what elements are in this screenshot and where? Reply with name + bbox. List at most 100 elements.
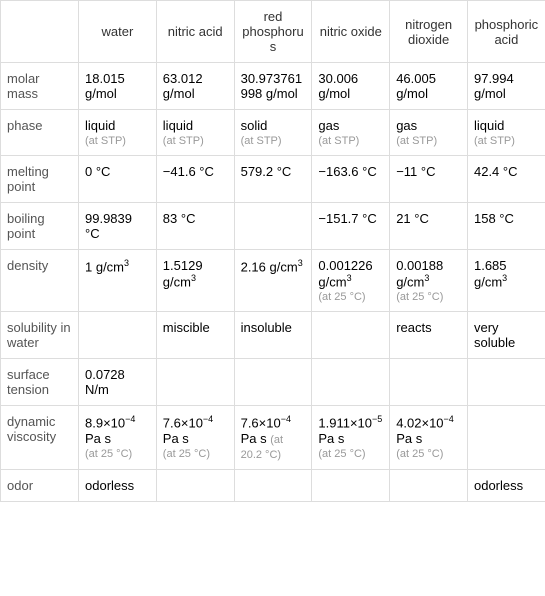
table-row: boiling point 99.9839 °C 83 °C −151.7 °C… (1, 203, 545, 250)
cell-sub: (at 25 °C) (85, 448, 150, 460)
cell (79, 312, 157, 359)
cell-sub: (at STP) (163, 135, 228, 147)
cell-suffix: Pa s (163, 431, 189, 446)
cell: −41.6 °C (156, 156, 234, 203)
properties-table: water nitric acid red phosphorus nitric … (0, 0, 545, 502)
cell-exp: −5 (372, 414, 382, 424)
header-col: red phosphorus (234, 1, 312, 63)
cell-prefix: 4.02×10 (396, 416, 443, 431)
cell: 30.006 g/mol (312, 63, 390, 110)
row-label: surface tension (1, 359, 79, 406)
row-label: phase (1, 110, 79, 156)
cell-prefix: 8.9×10 (85, 416, 125, 431)
cell: −151.7 °C (312, 203, 390, 250)
cell-exp: −4 (203, 414, 213, 424)
row-label: density (1, 250, 79, 312)
cell: gas(at STP) (390, 110, 468, 156)
row-label: molar mass (1, 63, 79, 110)
cell (467, 359, 545, 406)
cell-value: solid (241, 118, 268, 133)
cell (156, 359, 234, 406)
cell-sup: 3 (347, 273, 352, 283)
table-row: odor odorless odorless (1, 469, 545, 501)
cell-prefix: 1.911×10 (318, 416, 372, 431)
header-col: nitric acid (156, 1, 234, 63)
cell-sub: (at 25 °C) (396, 448, 461, 460)
cell (390, 469, 468, 501)
cell: 63.012 g/mol (156, 63, 234, 110)
cell-sup: 3 (124, 258, 129, 268)
cell: 8.9×10−4 Pa s(at 25 °C) (79, 406, 157, 469)
cell (234, 469, 312, 501)
header-row: water nitric acid red phosphorus nitric … (1, 1, 545, 63)
cell: 0.0728 N/m (79, 359, 157, 406)
cell-value: 2.16 g/cm (241, 259, 298, 274)
table-row: phase liquid (at STP) liquid (at STP) soli… (1, 110, 545, 156)
cell-suffix: Pa s (318, 431, 344, 446)
cell: 4.02×10−4 Pa s (at 25 °C) (390, 406, 468, 469)
cell-sub: (at STP) (85, 135, 150, 147)
cell: 7.6×10−4 Pa s (at 20.2 °C) (234, 406, 312, 469)
cell-value: liquid (163, 118, 193, 133)
cell: 46.005 g/mol (390, 63, 468, 110)
header-col: nitrogen dioxide (390, 1, 468, 63)
cell: gas (at STP) (312, 110, 390, 156)
cell (156, 469, 234, 501)
cell-sup: 3 (502, 273, 507, 283)
cell: odorless (79, 469, 157, 501)
cell: 30.973761998 g/mol (234, 63, 312, 110)
cell-prefix: 7.6×10 (241, 416, 281, 431)
cell-suffix: Pa s (396, 431, 422, 446)
cell-sub: (at STP) (474, 135, 539, 147)
cell: miscible (156, 312, 234, 359)
table-row: dynamic viscosity 8.9×10−4 Pa s(at 25 °C… (1, 406, 545, 469)
header-col: phosphoric acid (467, 1, 545, 63)
table-row: molar mass 18.015 g/mol 63.012 g/mol 30.… (1, 63, 545, 110)
cell-sub: (at STP) (396, 135, 461, 147)
row-label: odor (1, 469, 79, 501)
cell: reacts (390, 312, 468, 359)
cell: liquid (at STP) (156, 110, 234, 156)
row-label: solubility in water (1, 312, 79, 359)
cell (234, 203, 312, 250)
header-col: nitric oxide (312, 1, 390, 63)
header-col: water (79, 1, 157, 63)
cell-prefix: 7.6×10 (163, 416, 203, 431)
cell: 1 g/cm3 (79, 250, 157, 312)
cell-value: 0.00188 g/cm (396, 258, 443, 289)
cell-sup: 3 (191, 273, 196, 283)
cell-value: 1 g/cm (85, 259, 124, 274)
cell-exp: −4 (444, 414, 454, 424)
cell: insoluble (234, 312, 312, 359)
cell: 97.994 g/mol (467, 63, 545, 110)
cell: liquid(at STP) (467, 110, 545, 156)
cell-sub: (at 25 °C) (163, 448, 228, 460)
cell-sup: 3 (298, 258, 303, 268)
cell-suffix: Pa s (241, 431, 267, 446)
cell: 0 °C (79, 156, 157, 203)
cell: 99.9839 °C (79, 203, 157, 250)
cell-value: 1.5129 g/cm (163, 258, 203, 289)
cell-sub: (at 25 °C) (396, 291, 461, 303)
cell: 83 °C (156, 203, 234, 250)
cell (312, 312, 390, 359)
cell-sup: 3 (424, 273, 429, 283)
row-label: dynamic viscosity (1, 406, 79, 469)
cell (312, 359, 390, 406)
cell: solid (at STP) (234, 110, 312, 156)
cell (390, 359, 468, 406)
cell: 2.16 g/cm3 (234, 250, 312, 312)
cell (234, 359, 312, 406)
cell-exp: −4 (125, 414, 135, 424)
row-label: boiling point (1, 203, 79, 250)
cell: 1.911×10−5 Pa s(at 25 °C) (312, 406, 390, 469)
cell-sub: (at STP) (241, 135, 306, 147)
cell: −11 °C (390, 156, 468, 203)
cell: very soluble (467, 312, 545, 359)
cell: 158 °C (467, 203, 545, 250)
cell: odorless (467, 469, 545, 501)
cell-value: liquid (85, 118, 115, 133)
cell: 579.2 °C (234, 156, 312, 203)
cell-sub: (at STP) (318, 135, 383, 147)
cell-value: gas (318, 118, 339, 133)
